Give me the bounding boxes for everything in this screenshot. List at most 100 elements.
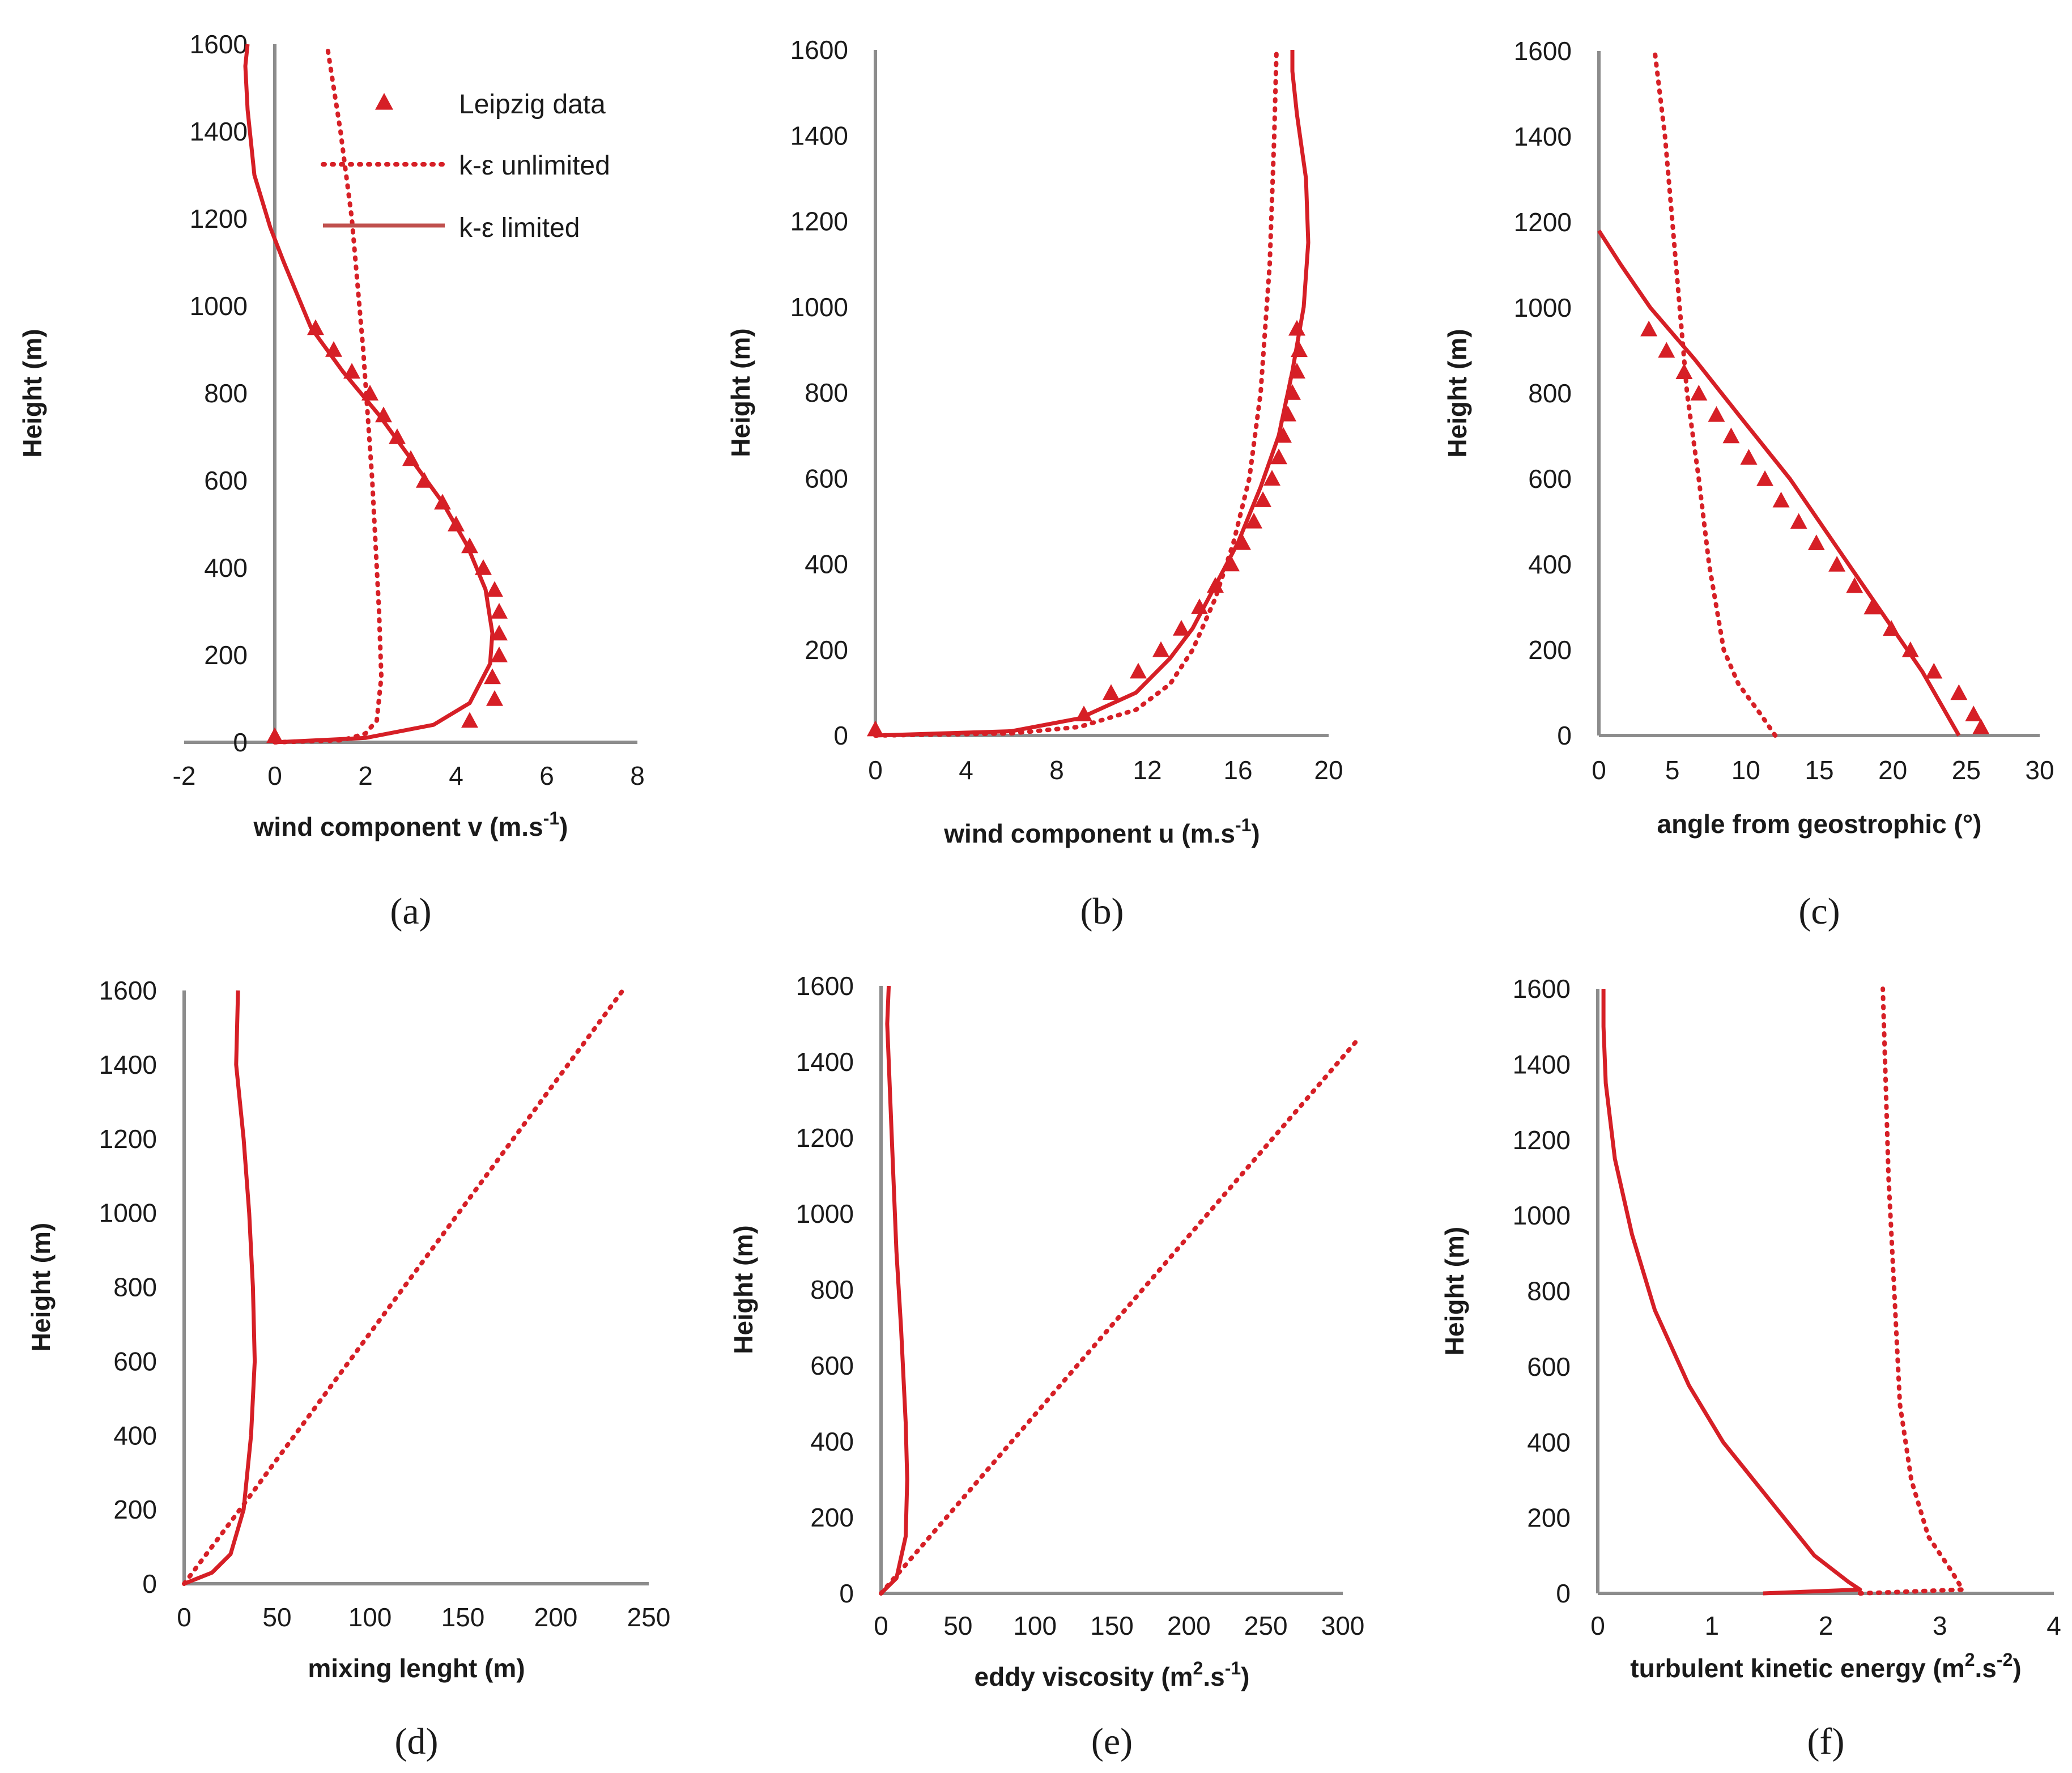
x-tick-label: 50 bbox=[262, 1602, 291, 1632]
y-tick-label: 400 bbox=[113, 1421, 157, 1450]
leipzig-data-marker bbox=[448, 516, 465, 532]
y-tick-label: 600 bbox=[113, 1346, 157, 1376]
leipzig-data-marker bbox=[1288, 363, 1305, 379]
leipzig-data-marker bbox=[1275, 427, 1292, 443]
y-tick-label: 400 bbox=[204, 553, 248, 583]
y-tick-label: 1200 bbox=[190, 204, 248, 233]
y-tick-label: 800 bbox=[1528, 379, 1572, 408]
x-tick-label: 0 bbox=[267, 761, 282, 790]
y-tick-label: 1000 bbox=[790, 292, 848, 322]
leipzig-data-marker bbox=[1658, 342, 1675, 358]
k-epsilon-limited-line bbox=[183, 990, 257, 1586]
y-tick-label: 1400 bbox=[1513, 1049, 1571, 1079]
x-tick-label: 4 bbox=[959, 755, 973, 785]
legend-label-leipzig: Leipzig data bbox=[459, 90, 606, 120]
leipzig-data-marker bbox=[1173, 619, 1190, 636]
x-tick-label: 20 bbox=[1314, 755, 1343, 785]
leipzig-data-marker bbox=[1972, 718, 1990, 734]
k-epsilon-unlimited-line bbox=[273, 42, 384, 745]
y-tick-label: 1400 bbox=[796, 1047, 854, 1077]
x-tick-label: 2 bbox=[358, 761, 373, 790]
leipzig-data-marker bbox=[1790, 513, 1807, 529]
x-tick-label: 8 bbox=[630, 761, 645, 790]
leipzig-data-marker bbox=[484, 668, 501, 684]
k-epsilon-unlimited-line bbox=[879, 1036, 1361, 1596]
y-tick-label: 200 bbox=[113, 1495, 157, 1524]
y-tick-label: 1200 bbox=[796, 1123, 854, 1153]
y-tick-label: 600 bbox=[204, 466, 248, 495]
x-axis-title-part: ) bbox=[559, 812, 568, 841]
leipzig-data-marker bbox=[1863, 598, 1881, 615]
x-axis-title-part: ) bbox=[1241, 1662, 1249, 1691]
legend-label-limited: k-ε limited bbox=[459, 213, 580, 243]
leipzig-data-marker bbox=[307, 319, 324, 335]
y-tick-label: 1200 bbox=[1514, 207, 1572, 237]
leipzig-data-marker bbox=[1245, 512, 1262, 529]
y-tick-label: 200 bbox=[810, 1503, 854, 1532]
y-tick-label: 1200 bbox=[99, 1124, 157, 1154]
x-tick-label: 10 bbox=[1731, 755, 1760, 785]
x-tick-label: 100 bbox=[1013, 1611, 1057, 1640]
x-tick-label: 25 bbox=[1952, 755, 1981, 785]
x-tick-label: 0 bbox=[868, 755, 883, 785]
y-tick-label: 400 bbox=[805, 550, 848, 579]
y-tick-label: 1600 bbox=[796, 971, 854, 1001]
x-tick-label: 4 bbox=[449, 761, 463, 790]
leipzig-data-marker bbox=[867, 720, 884, 737]
k-epsilon-limited-line bbox=[1601, 989, 1862, 1596]
y-tick-label: 200 bbox=[1527, 1503, 1571, 1533]
leipzig-data-marker bbox=[1901, 641, 1919, 657]
x-axis-title: wind component u (m.s-1) bbox=[943, 815, 1260, 848]
y-tick-label: 0 bbox=[839, 1579, 854, 1608]
y-tick-label: 800 bbox=[1527, 1277, 1571, 1306]
leipzig-data-marker bbox=[1291, 341, 1308, 358]
leipzig-data-marker bbox=[1708, 406, 1725, 422]
y-tick-label: 200 bbox=[204, 640, 248, 670]
k-epsilon-limited-line bbox=[1597, 229, 1961, 737]
x-tick-label: 200 bbox=[1167, 1611, 1211, 1640]
y-tick-label: 0 bbox=[142, 1569, 157, 1598]
x-tick-label: 250 bbox=[627, 1602, 671, 1632]
leipzig-data-marker bbox=[1234, 534, 1251, 550]
x-tick-label: 15 bbox=[1805, 755, 1833, 785]
y-tick-label: 400 bbox=[1527, 1427, 1571, 1457]
y-tick-label: 1000 bbox=[796, 1199, 854, 1228]
y-tick-label: 1200 bbox=[790, 207, 848, 236]
y-tick-label: 800 bbox=[204, 379, 248, 408]
x-tick-label: 8 bbox=[1049, 755, 1064, 785]
leipzig-data-marker bbox=[1883, 620, 1900, 636]
x-axis-title-part: .s bbox=[1203, 1662, 1224, 1691]
leipzig-data-marker bbox=[266, 727, 283, 743]
x-axis-title-superscript: 2 bbox=[1965, 1649, 1975, 1670]
y-tick-label: 400 bbox=[810, 1427, 854, 1456]
y-tick-label: 1600 bbox=[190, 29, 248, 59]
leipzig-data-marker bbox=[1740, 449, 1758, 465]
leipzig-data-marker bbox=[1640, 320, 1658, 337]
k-epsilon-unlimited-line bbox=[182, 988, 626, 1586]
leipzig-data-marker bbox=[1075, 705, 1092, 721]
panel-label: (f) bbox=[1807, 1721, 1845, 1762]
leipzig-data-marker bbox=[375, 406, 392, 423]
leipzig-data-marker bbox=[491, 647, 508, 662]
x-tick-label: 1 bbox=[1704, 1611, 1719, 1640]
x-axis-title-part: ) bbox=[2013, 1653, 2021, 1683]
leipzig-data-marker bbox=[461, 712, 478, 728]
x-axis-title-part: angle from geostrophic (°) bbox=[1657, 809, 1982, 839]
y-tick-label: 1400 bbox=[190, 117, 248, 146]
leipzig-data-marker bbox=[486, 690, 503, 706]
leipzig-data-marker bbox=[1223, 555, 1240, 572]
x-tick-label: 20 bbox=[1878, 755, 1907, 785]
x-axis-title-part: wind component u (m.s bbox=[943, 819, 1235, 848]
y-tick-label: 600 bbox=[810, 1351, 854, 1380]
k-epsilon-unlimited-line bbox=[1857, 987, 1965, 1596]
x-axis-title-part: turbulent kinetic energy (m bbox=[1630, 1653, 1964, 1683]
x-tick-label: 0 bbox=[874, 1611, 888, 1640]
legend: Leipzig data k-ε unlimited k-ε limited bbox=[321, 90, 610, 243]
y-tick-label: 600 bbox=[805, 464, 848, 493]
x-tick-label: 300 bbox=[1321, 1611, 1365, 1640]
y-axis-title: Height (m) bbox=[1443, 329, 1472, 457]
x-tick-label: 2 bbox=[1819, 1611, 1833, 1640]
y-tick-label: 200 bbox=[1528, 635, 1572, 665]
y-tick-label: 200 bbox=[805, 635, 848, 665]
